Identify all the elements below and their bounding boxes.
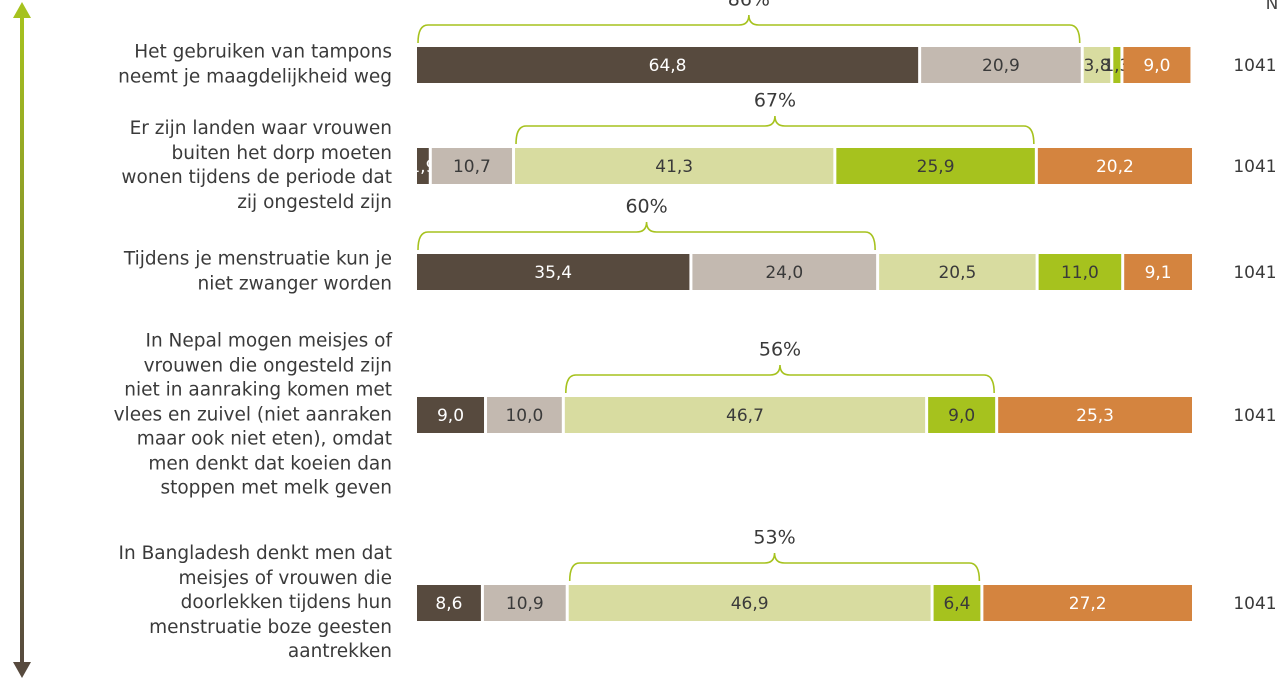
row-label: In Nepal mogen meisjes of vrouwen die on… bbox=[113, 330, 392, 499]
bar-segment bbox=[692, 254, 877, 290]
bracket bbox=[417, 14, 1081, 44]
arrow-head-down bbox=[13, 662, 31, 678]
bar-segment bbox=[564, 397, 926, 433]
bar-segment bbox=[921, 47, 1081, 83]
bracket-label: 56% bbox=[759, 339, 801, 361]
bar-segment bbox=[417, 585, 481, 621]
bar-segment bbox=[1037, 148, 1192, 184]
bar-segment bbox=[1113, 47, 1121, 83]
value-label: 25,9 bbox=[917, 157, 955, 177]
value-label: 10,7 bbox=[453, 157, 491, 177]
bar-segment bbox=[836, 148, 1035, 184]
value-label: 46,7 bbox=[726, 406, 764, 426]
bracket-label: 67% bbox=[754, 90, 796, 112]
bar-segment bbox=[568, 585, 931, 621]
value-label: 1,9 bbox=[409, 157, 436, 177]
bar-segment bbox=[1123, 47, 1191, 83]
value-label: 9,0 bbox=[948, 406, 975, 426]
bar-segment bbox=[417, 254, 690, 290]
bracket-label: 60% bbox=[625, 196, 667, 218]
bracket bbox=[515, 115, 1035, 145]
value-label: 20,2 bbox=[1096, 157, 1134, 177]
n-value: 1041 bbox=[1233, 594, 1276, 614]
bracket bbox=[565, 364, 995, 394]
bar-segment bbox=[431, 148, 513, 184]
bar-segment bbox=[983, 585, 1192, 621]
value-label: 9,0 bbox=[1143, 56, 1170, 76]
value-label: 24,0 bbox=[765, 263, 803, 283]
bracket bbox=[417, 221, 876, 251]
bracket-label: 53% bbox=[753, 527, 795, 549]
bar-segment bbox=[483, 585, 566, 621]
value-label: 64,8 bbox=[649, 56, 687, 76]
value-label: 9,1 bbox=[1145, 263, 1172, 283]
value-label: 20,5 bbox=[938, 263, 976, 283]
bar-segment bbox=[487, 397, 562, 433]
value-label: 11,0 bbox=[1061, 263, 1099, 283]
n-value: 1041 bbox=[1233, 406, 1276, 426]
n-header: N bbox=[1266, 0, 1279, 14]
value-label: 9,0 bbox=[437, 406, 464, 426]
row-label: In Bangladesh denkt men dat meisjes of v… bbox=[118, 542, 392, 662]
value-label: 6,4 bbox=[943, 594, 970, 614]
bar-segment bbox=[1124, 254, 1192, 290]
row-label: Tijdens je menstruatie kun je niet zwang… bbox=[123, 248, 392, 295]
value-label: 41,3 bbox=[655, 157, 693, 177]
value-label: 25,3 bbox=[1076, 406, 1114, 426]
value-label: 10,0 bbox=[505, 406, 543, 426]
bar-segment bbox=[933, 585, 981, 621]
value-label: 3,8 bbox=[1084, 56, 1111, 76]
n-value: 1041 bbox=[1233, 56, 1276, 76]
arrow-head-up bbox=[13, 2, 31, 18]
axis-arrow bbox=[20, 16, 24, 664]
value-label: 46,9 bbox=[731, 594, 769, 614]
value-label: 10,9 bbox=[506, 594, 544, 614]
bar-segment bbox=[417, 148, 429, 184]
bar-segment bbox=[998, 397, 1192, 433]
value-label: 35,4 bbox=[534, 263, 572, 283]
row-label: Er zijn landen waar vrouwen buiten het d… bbox=[121, 118, 392, 213]
bar-segment bbox=[928, 397, 996, 433]
bar-segment bbox=[417, 47, 919, 83]
n-value: 1041 bbox=[1233, 263, 1276, 283]
row-label: Het gebruiken van tampons neemt je maagd… bbox=[118, 41, 392, 88]
bracket bbox=[568, 552, 981, 582]
bar-segment bbox=[879, 254, 1036, 290]
bar-segment bbox=[1083, 47, 1111, 83]
value-label: 20,9 bbox=[982, 56, 1020, 76]
value-label: 27,2 bbox=[1069, 594, 1107, 614]
n-value: 1041 bbox=[1233, 157, 1276, 177]
bar-segment bbox=[417, 397, 485, 433]
value-label: 8,6 bbox=[435, 594, 462, 614]
bar-segment bbox=[515, 148, 834, 184]
bar-segment bbox=[1038, 254, 1122, 290]
bracket-label: 86% bbox=[728, 0, 770, 11]
